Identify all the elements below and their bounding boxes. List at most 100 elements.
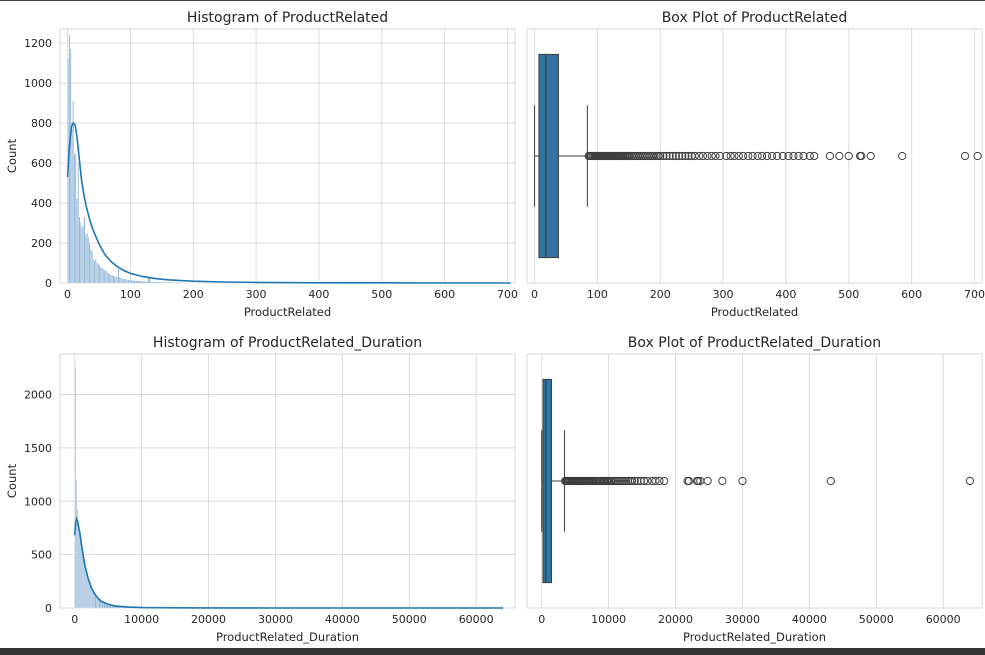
histogram-bar — [90, 587, 92, 609]
histogram-bar — [88, 582, 90, 609]
histogram-bar — [72, 100, 74, 284]
histogram-bar — [86, 232, 88, 284]
histogram-bar — [100, 266, 102, 284]
outlier-point — [707, 151, 716, 161]
histogram-bar — [87, 236, 90, 284]
histogram-bar — [101, 267, 103, 284]
x-tick-label: 30000 — [725, 613, 760, 626]
y-tick-label: 1000 — [24, 495, 52, 508]
histogram-bar — [88, 242, 91, 284]
histogram-bar — [77, 522, 79, 609]
histogram-bar — [82, 224, 85, 284]
outlier-point — [611, 476, 621, 486]
outlier-point — [757, 151, 767, 161]
x-tick-label: 30000 — [258, 613, 293, 626]
histogram-bar — [150, 281, 154, 284]
x-tick-label: 100 — [587, 288, 608, 301]
outlier-point — [678, 151, 687, 161]
x-tick-label: 20000 — [191, 613, 226, 626]
histogram-bar — [107, 272, 110, 284]
y-axis-label: Count — [5, 138, 19, 173]
panel-box-productrelated: Box Plot of ProductRelated ProductRelate… — [526, 10, 985, 319]
x-tick-label: 40000 — [792, 613, 827, 626]
panel-hist-productrelated-duration: Histogram of ProductRelated_Duration Pro… — [5, 335, 516, 644]
histogram-bar — [152, 281, 156, 284]
y-tick-label: 1000 — [24, 77, 52, 90]
histogram-bar — [121, 278, 123, 284]
outlier-point — [613, 476, 623, 486]
outlier-point — [767, 151, 777, 161]
outlier-point — [810, 151, 819, 161]
histogram-bar — [81, 226, 83, 284]
x-tick-label: 500 — [838, 288, 859, 301]
histogram-bar — [126, 279, 128, 284]
outlier-point — [630, 476, 639, 486]
window-top-border — [0, 0, 985, 1]
outlier-point — [651, 476, 660, 486]
histogram-bar — [84, 567, 86, 609]
outlier-point — [898, 151, 907, 161]
y-tick-label: 800 — [31, 117, 52, 130]
histogram-bar — [132, 280, 136, 284]
x-tick-label: 10000 — [124, 613, 159, 626]
outlier-point — [762, 151, 772, 161]
outlier-point — [627, 476, 637, 486]
histogram-bar — [87, 579, 89, 609]
outlier-point — [866, 151, 875, 161]
histogram-bar — [74, 366, 76, 609]
outlier-point — [609, 476, 619, 486]
histogram-bar — [118, 277, 121, 284]
panel-box-productrelated-duration: Box Plot of ProductRelated_Duration Prod… — [526, 335, 983, 644]
histogram-bar — [78, 533, 80, 609]
outlier-point — [973, 151, 982, 161]
outlier-point — [805, 151, 814, 161]
plot-area — [59, 28, 516, 284]
x-tick-label: 0 — [64, 288, 71, 301]
histogram-bar — [110, 274, 112, 284]
chart-title: Box Plot of ProductRelated — [662, 10, 848, 26]
outlier-point — [773, 151, 782, 161]
histogram-bar — [81, 552, 83, 609]
outlier-point — [695, 151, 704, 161]
outlier-point — [784, 151, 793, 161]
histogram-bar — [98, 264, 101, 284]
outlier-point — [826, 476, 835, 486]
y-tick-label: 600 — [31, 157, 52, 170]
outlier-point — [718, 476, 727, 486]
y-tick-label: 0 — [45, 277, 52, 290]
histogram-bar — [86, 575, 88, 609]
histogram-bar — [112, 275, 115, 284]
outlier-point — [621, 476, 631, 486]
kde-line — [73, 516, 503, 609]
outlier-point — [744, 151, 753, 161]
panel-hist-productrelated: Histogram of ProductRelated ProductRelat… — [5, 10, 518, 319]
y-axis-label: Count — [5, 463, 19, 498]
histogram-bar — [130, 280, 134, 284]
outlier-point — [960, 151, 970, 161]
y-tick-label: 1200 — [24, 37, 52, 50]
outlier-point — [698, 151, 708, 161]
histogram-bar — [117, 268, 120, 284]
outlier-point — [738, 476, 747, 486]
histogram-bar — [93, 260, 96, 284]
x-tick-label: 700 — [964, 288, 985, 301]
histogram-bar — [115, 276, 117, 284]
outlier-point — [857, 151, 866, 161]
outlier-point — [617, 476, 627, 486]
outlier-point — [671, 151, 681, 161]
outlier-point — [668, 151, 677, 161]
outlier-point — [662, 151, 671, 161]
chart-title: Box Plot of ProductRelated_Duration — [628, 335, 881, 351]
histogram-bar — [105, 269, 107, 284]
outlier-point — [681, 151, 690, 161]
histogram-bar — [122, 278, 125, 284]
outlier-point — [739, 151, 748, 161]
outlier-point — [789, 151, 798, 161]
outlier-point — [715, 151, 725, 161]
outlier-point — [665, 151, 674, 161]
outlier-point — [684, 476, 694, 486]
outlier-point — [734, 151, 743, 161]
histogram-bar — [142, 281, 146, 284]
outlier-point — [633, 476, 642, 486]
window-bottom-bar — [0, 648, 985, 655]
